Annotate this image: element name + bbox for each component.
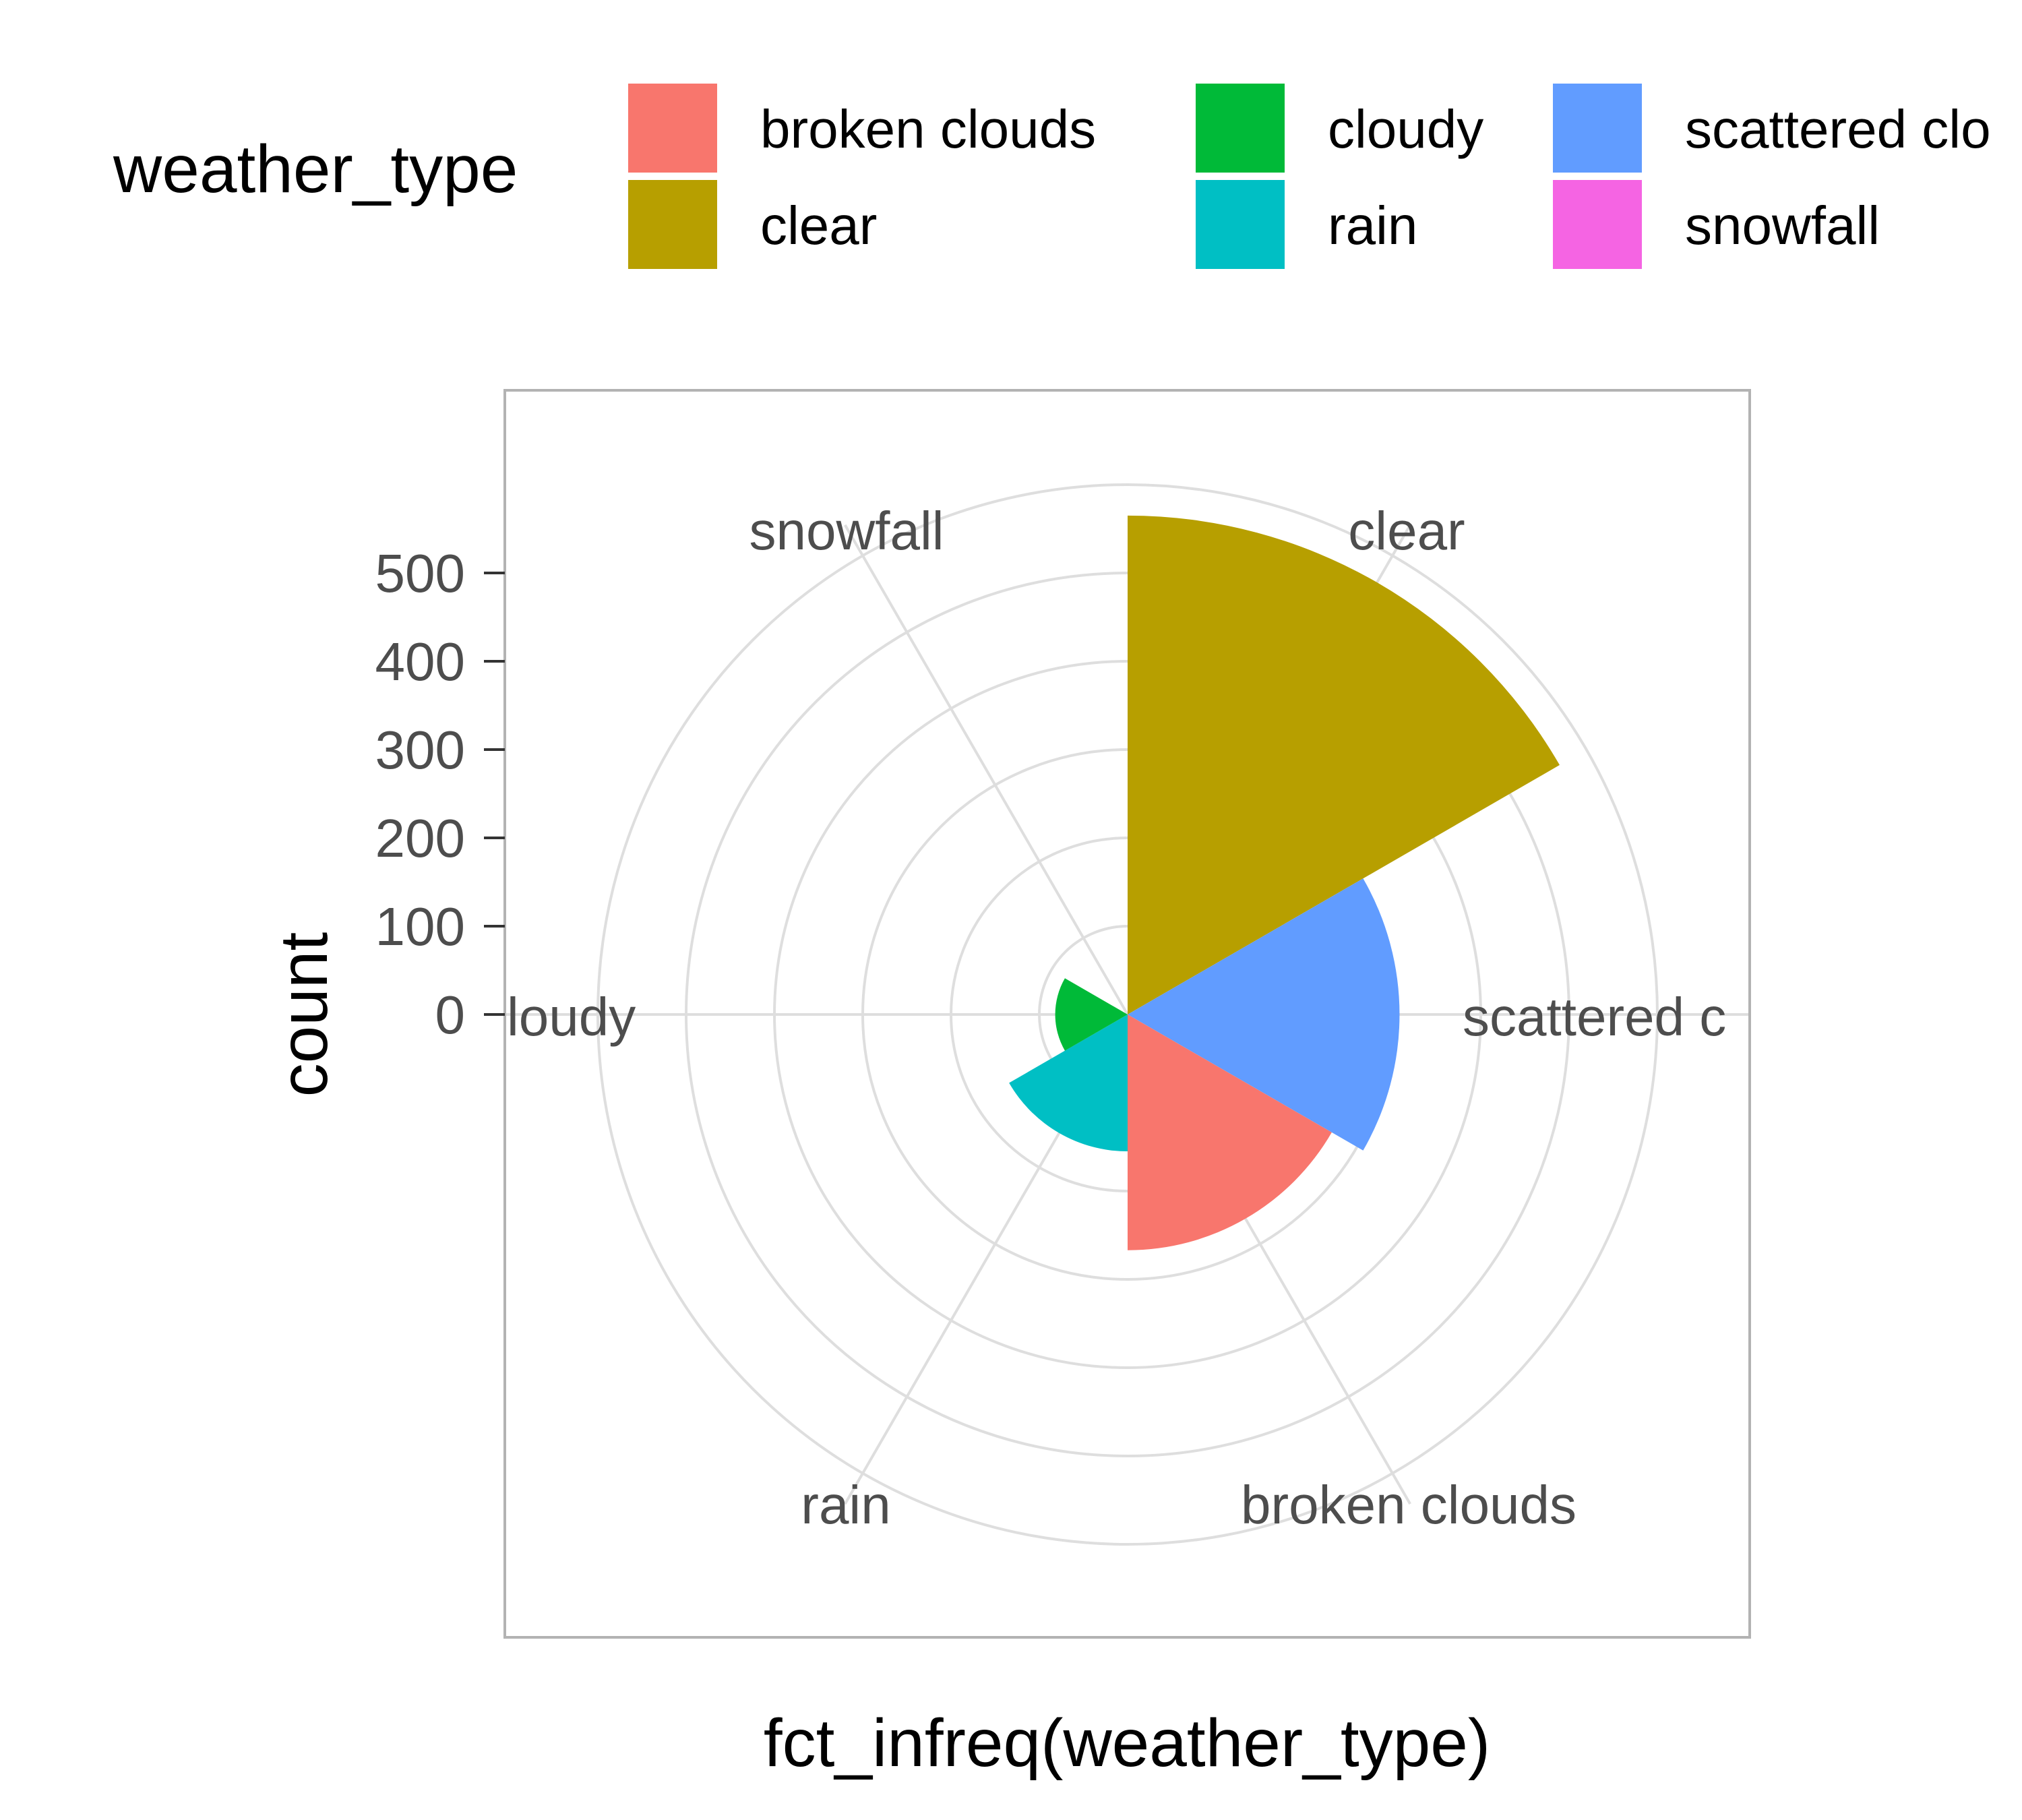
- legend-label: snowfall: [1685, 195, 1880, 255]
- bar-scattered-clouds: [1128, 878, 1400, 1151]
- legend: weather_type broken clouds clear cloudy rai…: [113, 84, 1991, 269]
- y-axis: 0 100 200 300 400 500: [375, 543, 505, 1045]
- legend-key-scattered-clouds: [1553, 84, 1642, 173]
- legend-label: scattered clo: [1685, 99, 1991, 159]
- bar-rain: [1009, 1014, 1128, 1152]
- y-axis-title: count: [266, 932, 342, 1097]
- angle-label: snowfall: [749, 501, 944, 561]
- y-tick-label: 100: [375, 897, 465, 957]
- angle-labels: clear scattered c broken clouds rain loudy sn…: [507, 501, 1726, 1535]
- y-tick-label: 300: [375, 720, 465, 780]
- angle-label: broken clouds: [1241, 1475, 1576, 1535]
- legend-items: broken clouds clear cloudy rain scattered cl…: [628, 84, 1991, 269]
- legend-label: rain: [1328, 195, 1417, 255]
- bars: [1009, 515, 1560, 1250]
- legend-label: cloudy: [1328, 99, 1483, 159]
- legend-key-broken-clouds: [628, 84, 717, 173]
- legend-key-cloudy: [1196, 84, 1285, 173]
- legend-label: broken clouds: [760, 99, 1096, 159]
- angle-label: clear: [1348, 501, 1465, 561]
- plot-panel: clear scattered c broken clouds rain loudy sn…: [503, 389, 1751, 1639]
- grid-spoke: [844, 524, 1129, 1015]
- x-axis-title: fct_infreq(weather_type): [764, 1705, 1490, 1781]
- angle-label: rain: [801, 1475, 890, 1535]
- legend-key-snowfall: [1553, 180, 1642, 269]
- y-tick-label: 0: [435, 985, 466, 1045]
- angle-label: loudy: [507, 987, 636, 1047]
- y-tick-label: 200: [375, 808, 465, 868]
- y-tick-label: 500: [375, 543, 465, 603]
- legend-label: clear: [760, 195, 877, 255]
- legend-key-rain: [1196, 180, 1285, 269]
- angle-label: scattered c: [1463, 987, 1726, 1047]
- legend-key-clear: [628, 180, 717, 269]
- bar-broken-clouds: [1128, 1014, 1332, 1250]
- bar-cloudy: [1055, 978, 1128, 1051]
- legend-title: weather_type: [113, 131, 518, 207]
- y-tick-label: 400: [375, 632, 465, 692]
- bar-clear: [1128, 515, 1560, 1014]
